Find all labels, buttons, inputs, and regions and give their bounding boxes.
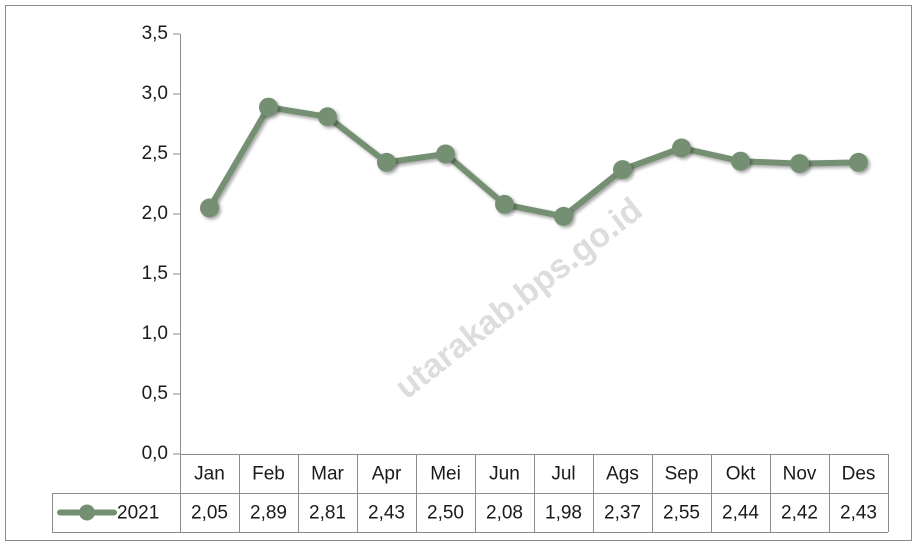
series-marker [377,152,396,172]
table-value: 2,55 [663,503,700,524]
x-tick-label: Ags [606,464,639,485]
table-value: 2,43 [368,503,405,524]
y-tick-label: 3,5 [142,23,168,44]
x-tick-label: Jul [551,464,575,485]
y-tick-label: 2,0 [142,203,168,224]
table-value: 2,42 [781,503,818,524]
x-tick-label: Des [842,464,876,485]
table-value: 2,43 [840,503,877,524]
y-tick-label: 0,5 [142,383,168,404]
table-value: 2,89 [250,503,287,524]
x-tick-label: Nov [783,464,817,485]
series-marker [495,194,514,214]
x-tick-label: Mei [430,464,461,485]
series-marker [672,138,691,158]
x-tick-label: Mar [311,464,344,485]
table-value: 2,50 [427,503,464,524]
x-tick-label: Apr [372,464,402,485]
y-tick-label: 1,5 [142,263,168,284]
x-tick-label: Jan [194,464,225,485]
series-marker [436,144,455,164]
legend-marker [79,504,95,521]
table-value: 2,44 [722,503,759,524]
table-value: 2,05 [191,503,228,524]
y-tick-label: 0,0 [142,443,168,464]
table-value: 2,37 [604,503,641,524]
series-marker [731,151,750,171]
series-marker [259,97,278,117]
series-marker [849,152,868,172]
y-tick-label: 1,0 [142,323,168,344]
x-tick-label: Jun [489,464,520,485]
series-marker [200,198,219,218]
legend-label: 2021 [117,503,159,524]
table-value: 2,81 [309,503,346,524]
series-marker [318,107,337,127]
series-marker [554,206,573,226]
y-tick-label: 2,5 [142,143,168,164]
x-tick-label: Sep [665,464,699,485]
series-marker [613,160,632,180]
series-marker [790,154,809,174]
table-value: 2,08 [486,503,523,524]
table-value: 1,98 [545,503,582,524]
y-tick-label: 3,0 [142,83,168,104]
x-tick-label: Feb [252,464,285,485]
series-line [206,104,859,220]
chart-border [5,5,912,541]
x-tick-label: Okt [726,464,756,485]
